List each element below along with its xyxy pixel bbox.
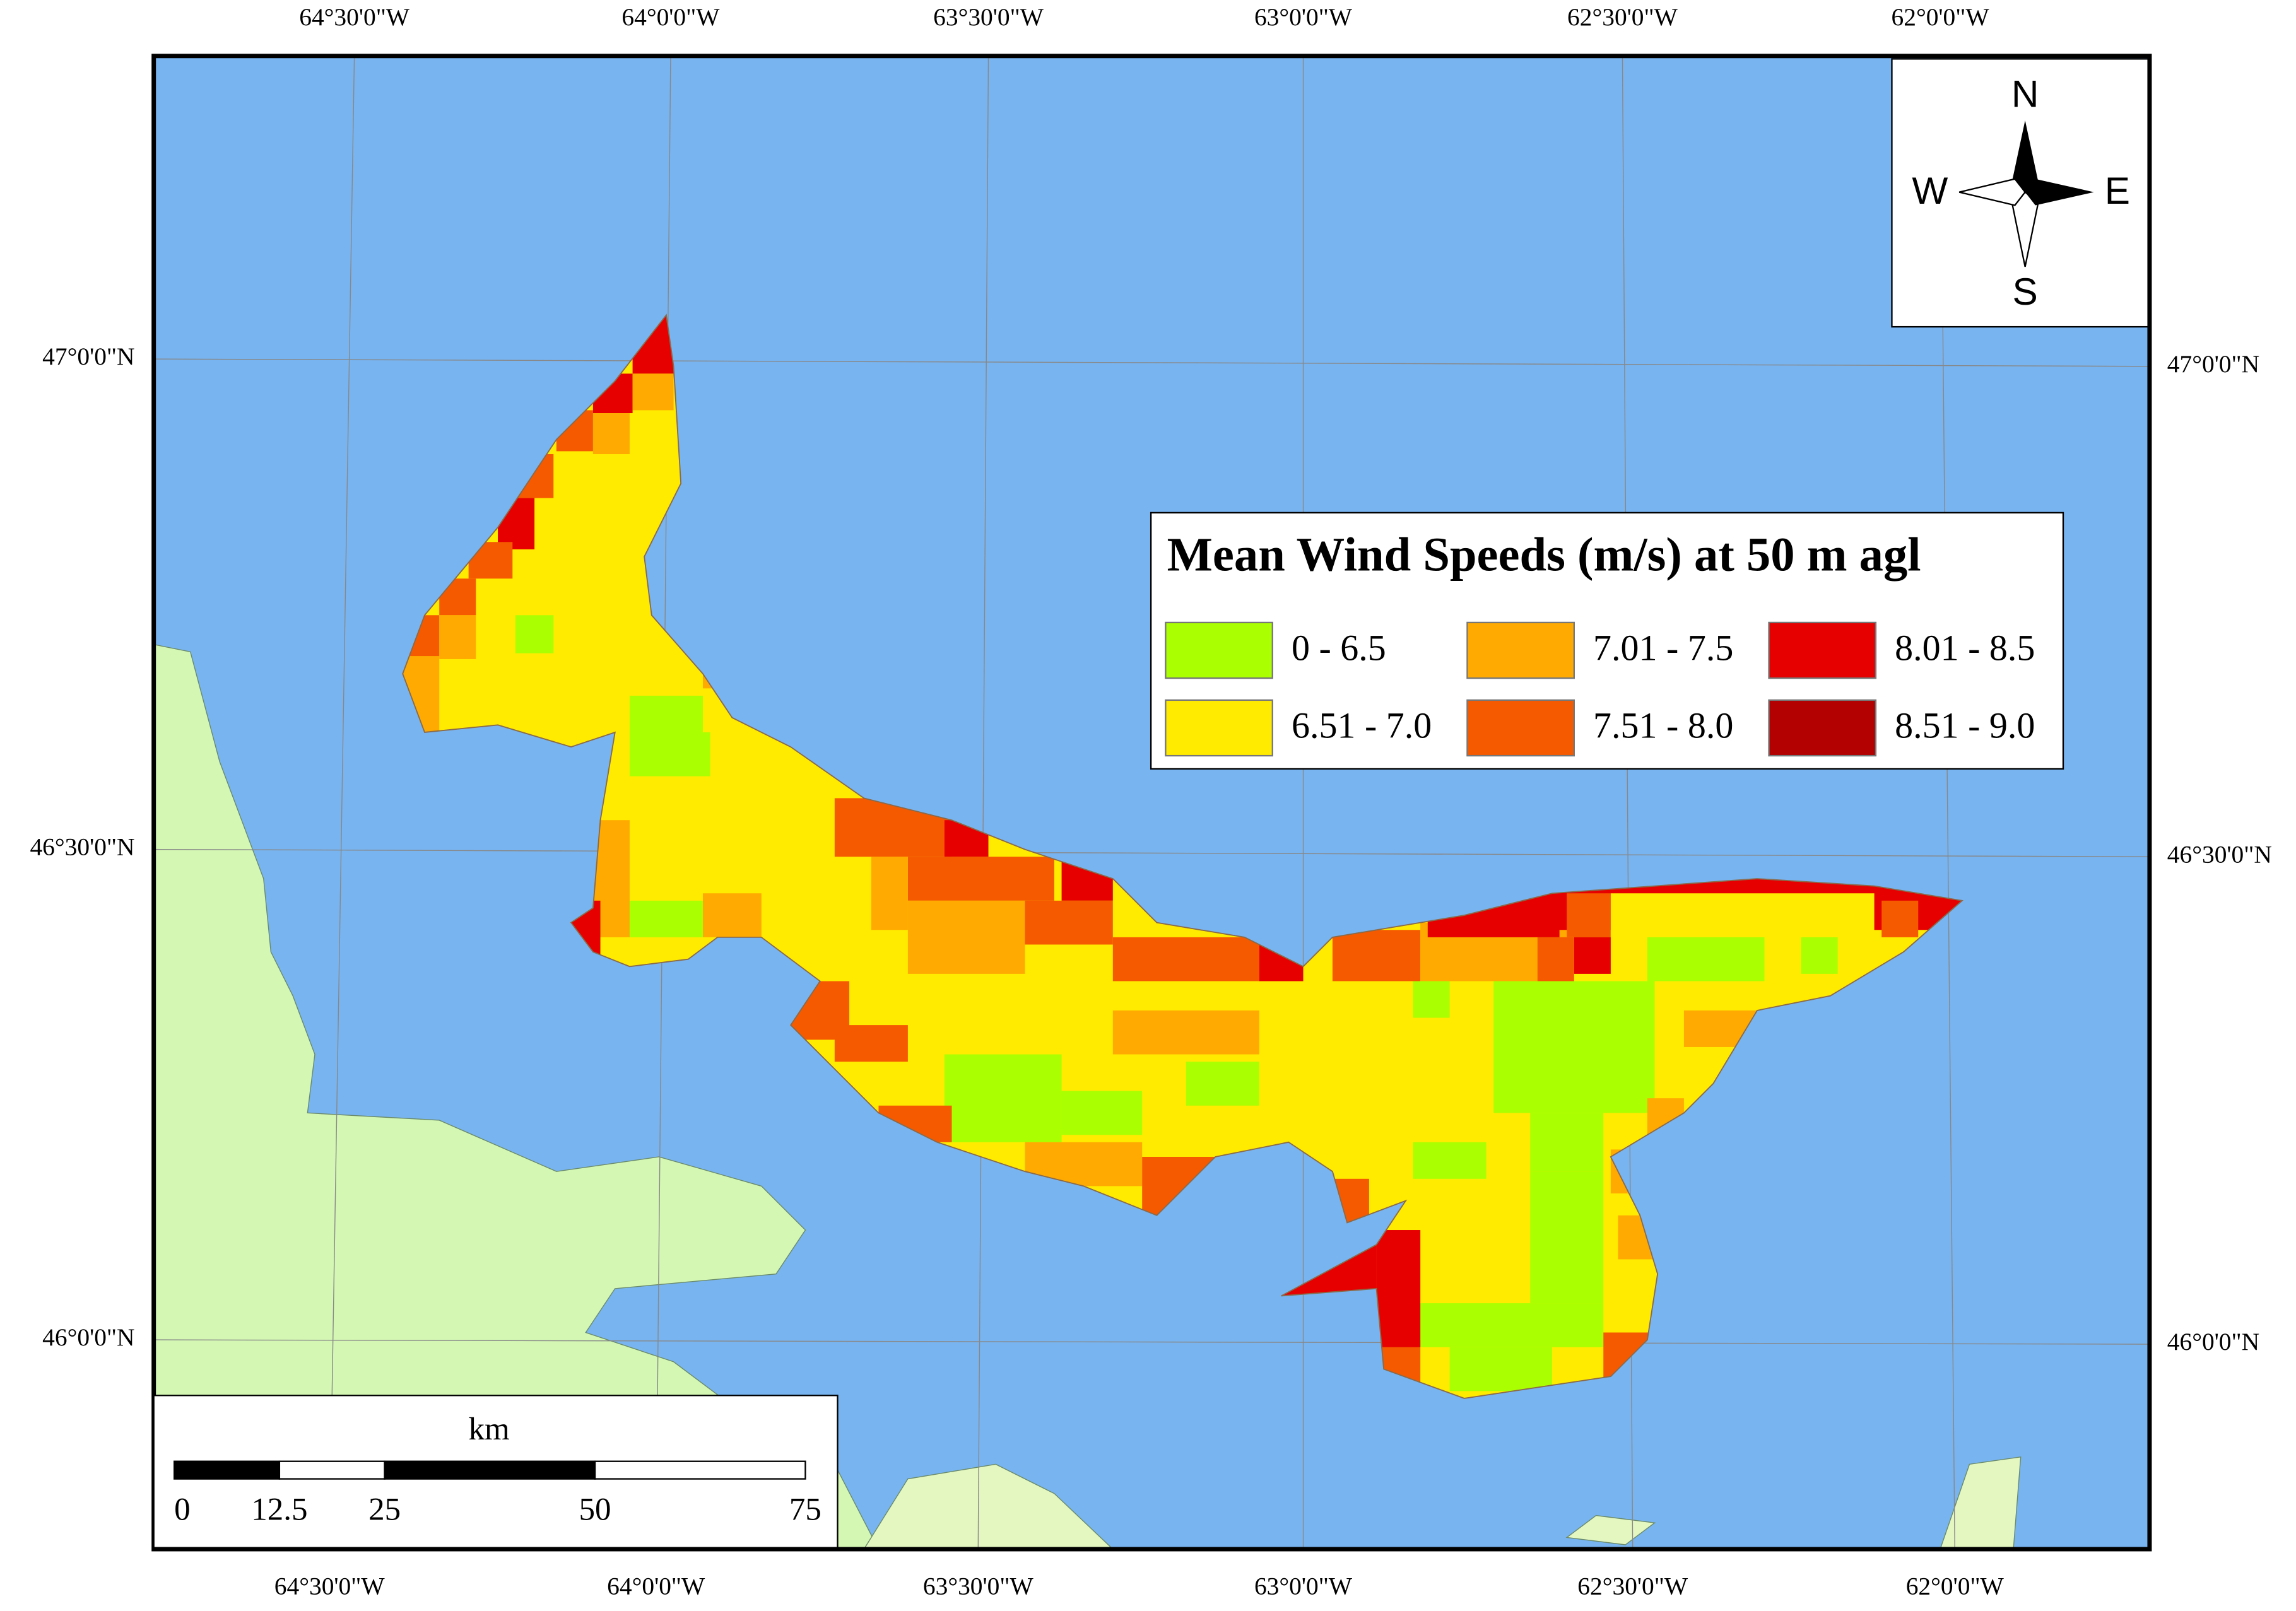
wind-cell <box>1574 937 1611 974</box>
wind-cell <box>1112 1010 1259 1055</box>
scale-tick-label: 50 <box>579 1492 611 1528</box>
lon-label-bottom: 63°0'0"W <box>1254 1573 1353 1600</box>
scale-tick-label: 0 <box>174 1492 191 1528</box>
wind-cell <box>1881 900 1919 937</box>
wind-cell <box>629 900 703 937</box>
wind-cell <box>1112 937 1259 981</box>
wind-cell <box>702 893 762 937</box>
wind-cell <box>1493 981 1655 1113</box>
wind-cell <box>1647 937 1765 981</box>
scale-bar: km 0 12.5 25 50 75 <box>153 1395 839 1549</box>
scale-unit: km <box>469 1412 510 1447</box>
legend-swatch <box>1165 699 1273 757</box>
lat-label-left: 47°0'0"N <box>42 343 134 370</box>
lon-label-bottom: 63°30'0"W <box>923 1573 1034 1600</box>
graticule: 64°30'0"W 64°0'0"W 63°30'0"W 63°0'0"W 62°30'… <box>153 3 2150 1549</box>
wind-cell <box>1332 930 1421 981</box>
compass-point <box>2011 120 2039 192</box>
wind-cell <box>1413 1303 1604 1347</box>
legend-swatch <box>1466 621 1575 679</box>
lon-label-bottom: 64°30'0"W <box>274 1573 386 1600</box>
wind-cell <box>1186 1062 1259 1106</box>
wind-cell <box>632 373 674 411</box>
legend-label: 0 - 6.5 <box>1292 628 1386 669</box>
scale-segment <box>278 1460 386 1480</box>
lon-label-top: 62°30'0"W <box>1567 3 1678 31</box>
wind-cell <box>1567 893 1611 937</box>
compass-s: S <box>2013 270 2038 313</box>
legend-title: Mean Wind Speeds (m/s) at 50 m agl <box>1167 528 1921 582</box>
legend-label: 6.51 - 7.0 <box>1292 705 1432 746</box>
north-arrow: N S W E <box>1891 58 2149 328</box>
parallel <box>153 1339 2150 1345</box>
meridian <box>329 56 355 1549</box>
wind-cell <box>1413 981 1450 1018</box>
scale-tick-label: 25 <box>368 1492 401 1528</box>
wind-cell <box>1376 1230 1421 1347</box>
wind-cell <box>1530 1171 1604 1304</box>
lon-label-bottom: 62°30'0"W <box>1577 1573 1688 1600</box>
legend-swatch <box>1768 699 1877 757</box>
parallel <box>153 358 2150 367</box>
wind-cell <box>1801 937 1838 974</box>
scale-tick-label: 12.5 <box>251 1492 307 1528</box>
wind-cell <box>1537 937 1574 981</box>
wind-cell <box>907 900 1025 974</box>
compass-point <box>2025 179 2094 206</box>
compass-e: E <box>2105 169 2130 212</box>
wind-cell <box>592 413 630 455</box>
wind-cell <box>944 1054 1062 1142</box>
lat-label-left: 46°30'0"N <box>30 833 134 861</box>
legend-swatch <box>1466 699 1575 757</box>
wind-cell <box>1610 893 1875 937</box>
lon-label-top: 64°0'0"W <box>621 3 720 31</box>
scale-segment <box>594 1460 806 1480</box>
wind-cell <box>439 615 476 659</box>
compass-n: N <box>2011 73 2039 115</box>
wind-cell <box>515 615 554 653</box>
legend-box <box>1150 512 2064 770</box>
legend: Mean Wind Speeds (m/s) at 50 m agl 0 - 6… <box>1150 512 2064 770</box>
wind-cell <box>1530 1113 1604 1172</box>
scale-segment <box>384 1460 596 1480</box>
wind-cell <box>1025 900 1113 945</box>
parallel <box>153 848 2150 857</box>
scale-segment <box>174 1460 281 1480</box>
legend-swatch <box>1768 621 1877 679</box>
wind-cell <box>871 857 908 930</box>
meridian <box>977 56 989 1549</box>
lat-label-right: 47°0'0"N <box>2167 350 2259 378</box>
lon-label-top: 63°30'0"W <box>933 3 1044 31</box>
lon-label-top: 64°30'0"W <box>299 3 410 31</box>
legend-label: 7.51 - 8.0 <box>1593 705 1733 746</box>
lon-label-bottom: 64°0'0"W <box>607 1573 705 1600</box>
lon-label-top: 63°0'0"W <box>1254 3 1353 31</box>
wind-cell <box>673 732 710 776</box>
lat-label-right: 46°0'0"N <box>2167 1328 2259 1356</box>
legend-swatch <box>1165 621 1273 679</box>
legend-label: 8.51 - 9.0 <box>1895 705 2035 746</box>
wind-cell <box>834 1025 908 1062</box>
wind-cell <box>1061 1091 1143 1135</box>
lat-label-right: 46°30'0"N <box>2167 840 2272 868</box>
lat-label-left: 46°0'0"N <box>42 1323 134 1351</box>
wind-cell <box>1449 1347 1553 1391</box>
legend-label: 8.01 - 8.5 <box>1895 628 2035 669</box>
wind-cell <box>907 857 1054 901</box>
map-frame <box>151 54 2152 1552</box>
scale-tick-label: 75 <box>789 1492 821 1528</box>
wind-cell <box>1413 1142 1487 1179</box>
compass-w: W <box>1912 169 1948 212</box>
lon-label-top: 62°0'0"W <box>1892 3 1990 31</box>
lon-label-bottom: 62°0'0"W <box>1906 1573 2005 1600</box>
legend-label: 7.01 - 7.5 <box>1593 628 1733 669</box>
